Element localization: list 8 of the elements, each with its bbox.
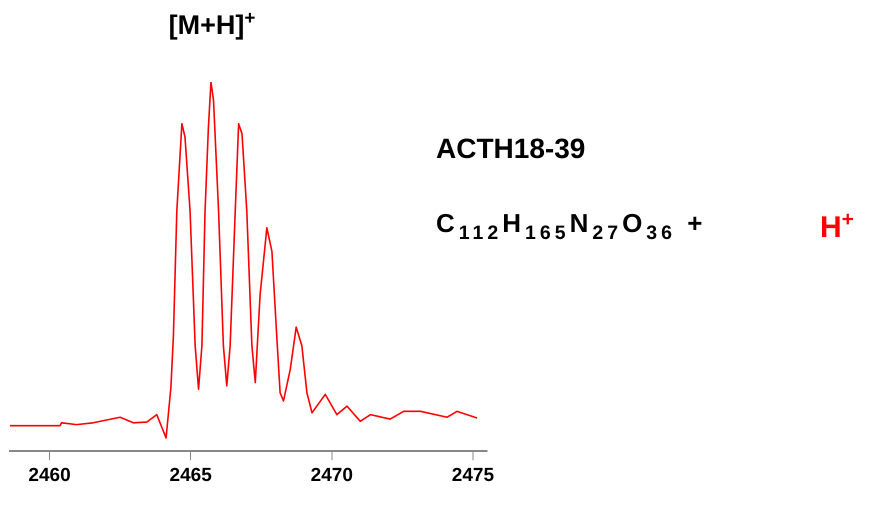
x-tick-label: 2475 [452, 464, 494, 486]
annotation: ACTH18-39 [436, 133, 586, 165]
text: H$^{+}$ [820, 208, 854, 245]
x-tick-label: 2470 [310, 464, 353, 486]
x-tick-label: 2460 [28, 464, 71, 486]
chart-title: [M+H]$^{+}$ [168, 8, 256, 41]
x-tick-label: 2465 [170, 464, 212, 486]
text: C$_{112}$H$_{165}$N$_{27}$O$_{36}$ + [436, 208, 706, 244]
